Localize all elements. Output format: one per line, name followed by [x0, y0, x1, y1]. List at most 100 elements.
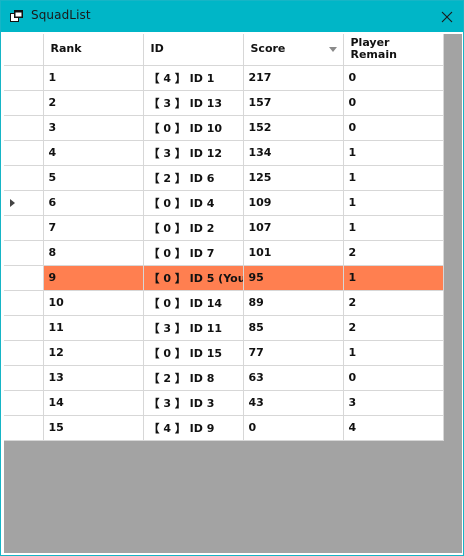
table-row[interactable]: 2 【 3 】 ID 13 157 0 [4, 90, 444, 116]
row-header-cell[interactable] [4, 290, 44, 316]
row-header-cell[interactable] [4, 390, 44, 416]
rank-cell[interactable]: 9 [43, 265, 144, 291]
score-cell[interactable]: 95 [243, 265, 344, 291]
rank-cell[interactable]: 3 [43, 115, 144, 141]
column-header-player-remain[interactable]: Player Remain [343, 34, 444, 66]
row-header-cell[interactable] [4, 340, 44, 366]
table-row[interactable]: 5 【 2 】 ID 6 125 1 [4, 165, 444, 191]
player-remain-cell[interactable]: 1 [343, 215, 444, 241]
row-header-cell[interactable] [4, 65, 44, 91]
id-cell[interactable]: 【 3 】 ID 13 [143, 90, 244, 116]
table-row[interactable]: 11 【 3 】 ID 11 85 2 [4, 315, 444, 341]
row-header-corner[interactable] [4, 34, 44, 66]
rank-cell[interactable]: 13 [43, 365, 144, 391]
player-remain-cell[interactable]: 3 [343, 390, 444, 416]
table-row[interactable]: 9 【 0 】 ID 5 (You) 95 1 [4, 265, 444, 291]
score-cell[interactable]: 63 [243, 365, 344, 391]
close-button[interactable] [430, 1, 463, 32]
score-cell[interactable]: 0 [243, 415, 344, 441]
table-row[interactable]: 6 【 0 】 ID 4 109 1 [4, 190, 444, 216]
id-cell[interactable]: 【 0 】 ID 10 [143, 115, 244, 141]
player-remain-cell[interactable]: 2 [343, 290, 444, 316]
player-remain-cell[interactable]: 1 [343, 165, 444, 191]
table-row[interactable]: 7 【 0 】 ID 2 107 1 [4, 215, 444, 241]
column-header-score[interactable]: Score [243, 34, 344, 66]
rank-cell[interactable]: 4 [43, 140, 144, 166]
id-cell[interactable]: 【 0 】 ID 14 [143, 290, 244, 316]
row-header-cell[interactable] [4, 115, 44, 141]
id-cell[interactable]: 【 2 】 ID 8 [143, 365, 244, 391]
score-cell[interactable]: 152 [243, 115, 344, 141]
id-cell[interactable]: 【 0 】 ID 15 [143, 340, 244, 366]
id-cell[interactable]: 【 0 】 ID 2 [143, 215, 244, 241]
score-cell[interactable]: 157 [243, 90, 344, 116]
row-header-cell[interactable] [4, 190, 44, 216]
row-header-cell[interactable] [4, 315, 44, 341]
table-row[interactable]: 13 【 2 】 ID 8 63 0 [4, 365, 444, 391]
rank-cell[interactable]: 14 [43, 390, 144, 416]
row-header-cell[interactable] [4, 165, 44, 191]
rank-cell[interactable]: 11 [43, 315, 144, 341]
player-remain-cell[interactable]: 0 [343, 65, 444, 91]
row-header-cell[interactable] [4, 265, 44, 291]
rank-cell[interactable]: 15 [43, 415, 144, 441]
score-cell[interactable]: 43 [243, 390, 344, 416]
player-remain-cell[interactable]: 2 [343, 240, 444, 266]
score-cell[interactable]: 125 [243, 165, 344, 191]
row-header-cell[interactable] [4, 140, 44, 166]
player-remain-cell[interactable]: 0 [343, 115, 444, 141]
score-cell[interactable]: 89 [243, 290, 344, 316]
score-cell[interactable]: 217 [243, 65, 344, 91]
row-header-cell[interactable] [4, 365, 44, 391]
row-header-cell[interactable] [4, 90, 44, 116]
row-header-cell[interactable] [4, 240, 44, 266]
rank-cell[interactable]: 1 [43, 65, 144, 91]
id-cell[interactable]: 【 4 】 ID 1 [143, 65, 244, 91]
rank-cell[interactable]: 8 [43, 240, 144, 266]
player-remain-cell[interactable]: 1 [343, 340, 444, 366]
close-icon [441, 11, 452, 22]
table-row[interactable]: 8 【 0 】 ID 7 101 2 [4, 240, 444, 266]
player-remain-cell[interactable]: 4 [343, 415, 444, 441]
id-cell[interactable]: 【 0 】 ID 4 [143, 190, 244, 216]
row-header-cell[interactable] [4, 415, 44, 441]
player-remain-cell[interactable]: 1 [343, 190, 444, 216]
table-row[interactable]: 1 【 4 】 ID 1 217 0 [4, 65, 444, 91]
table-row[interactable]: 4 【 3 】 ID 12 134 1 [4, 140, 444, 166]
row-header-cell[interactable] [4, 215, 44, 241]
id-cell[interactable]: 【 3 】 ID 11 [143, 315, 244, 341]
table-row[interactable]: 14 【 3 】 ID 3 43 3 [4, 390, 444, 416]
score-cell[interactable]: 107 [243, 215, 344, 241]
player-remain-cell[interactable]: 1 [343, 140, 444, 166]
id-cell[interactable]: 【 4 】 ID 9 [143, 415, 244, 441]
id-cell[interactable]: 【 3 】 ID 12 [143, 140, 244, 166]
rank-cell[interactable]: 10 [43, 290, 144, 316]
id-cell[interactable]: 【 3 】 ID 3 [143, 390, 244, 416]
rank-cell[interactable]: 6 [43, 190, 144, 216]
column-header-rank[interactable]: Rank [43, 34, 144, 66]
score-cell[interactable]: 77 [243, 340, 344, 366]
id-cell[interactable]: 【 2 】 ID 6 [143, 165, 244, 191]
score-cell[interactable]: 101 [243, 240, 344, 266]
player-remain-cell[interactable]: 0 [343, 365, 444, 391]
header-row: Rank ID Score Player Remain [4, 34, 444, 66]
column-header-id[interactable]: ID [143, 34, 244, 66]
rank-cell[interactable]: 2 [43, 90, 144, 116]
score-cell[interactable]: 109 [243, 190, 344, 216]
player-remain-cell[interactable]: 1 [343, 265, 444, 291]
rank-cell[interactable]: 12 [43, 340, 144, 366]
id-cell[interactable]: 【 0 】 ID 7 [143, 240, 244, 266]
rank-cell[interactable]: 7 [43, 215, 144, 241]
table-row[interactable]: 3 【 0 】 ID 10 152 0 [4, 115, 444, 141]
title-bar[interactable]: SquadList [1, 1, 463, 32]
id-cell[interactable]: 【 0 】 ID 5 (You) [143, 265, 244, 291]
player-remain-cell[interactable]: 0 [343, 90, 444, 116]
rank-cell[interactable]: 5 [43, 165, 144, 191]
table-row[interactable]: 12 【 0 】 ID 15 77 1 [4, 340, 444, 366]
player-remain-cell[interactable]: 2 [343, 315, 444, 341]
table-row[interactable]: 10 【 0 】 ID 14 89 2 [4, 290, 444, 316]
score-cell[interactable]: 85 [243, 315, 344, 341]
score-cell[interactable]: 134 [243, 140, 344, 166]
